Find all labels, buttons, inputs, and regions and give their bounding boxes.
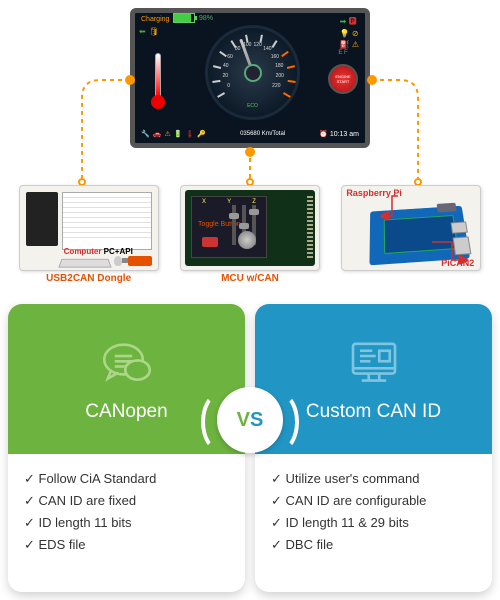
list-item: ID length 11 & 29 bits — [271, 512, 476, 534]
card-title-left: CANopen — [85, 401, 167, 423]
mcu-pins-icon — [307, 196, 313, 260]
pc-screen — [62, 192, 152, 250]
can-dashboard-display: Charging 98% ⬅🛢 ➡ 🅿 💡 ⊘ ⛽ ⚠ 020406080100… — [130, 8, 370, 148]
mouse-icon — [114, 256, 122, 266]
battery-icon — [173, 13, 195, 23]
card-custom-can: Custom CAN ID Utilize user's commandCAN … — [255, 304, 492, 592]
usb2can-dongle-icon — [128, 256, 152, 266]
list-item: EDS file — [24, 534, 229, 556]
clock: ⏰ 10:13 am — [319, 130, 359, 138]
card-title-right: Custom CAN ID — [306, 401, 441, 423]
mcu-label: MCU w/CAN — [221, 273, 279, 284]
list-item: CAN ID are configurable — [271, 490, 476, 512]
odometer: 035680 Km/Total — [240, 131, 285, 137]
monitor-icon — [346, 335, 402, 391]
connector-dot — [245, 147, 255, 157]
warning-icons-row: 🔧🚗⚠ 🔋🌡🔑 — [141, 130, 206, 138]
eco-label: ECO — [247, 103, 258, 109]
engine-start-button: ENGINE START — [328, 64, 358, 94]
canopen-features-list: Follow CiA StandardCAN ID are fixedID le… — [24, 468, 229, 556]
mcu-board: XYZ Toggle Button — [185, 190, 315, 266]
pc-label-dongle: USB2CAN Dongle — [46, 273, 131, 284]
list-item: DBC file — [271, 534, 476, 556]
connector-dot — [125, 75, 135, 85]
connector-dot — [367, 75, 377, 85]
mcu-knob-icon — [238, 231, 256, 249]
keyboard-icon — [58, 259, 111, 268]
battery-percent: 98% — [199, 15, 213, 22]
thermometer-icon — [155, 53, 165, 109]
mcu-button-icon — [202, 237, 218, 247]
indicator-icons-right: ➡ 🅿 💡 ⊘ ⛽ ⚠ — [340, 16, 359, 49]
pc-label-api: PC+API — [104, 247, 133, 256]
speedometer-gauge: 020406080100120140160180200220 ECO — [205, 25, 300, 120]
device-mcu: XYZ Toggle Button MCU w/CAN — [175, 185, 325, 295]
device-rpi: Raspberry Pi PiCAN2 — [336, 185, 486, 295]
list-item: Utilize user's command — [271, 468, 476, 490]
indicator-icons-left: ⬅🛢 — [139, 27, 159, 36]
chat-icon — [99, 335, 155, 391]
devices-row: Computer PC+API USB2CAN Dongle XYZ Toggl… — [0, 185, 500, 295]
list-item: ID length 11 bits — [24, 512, 229, 534]
fuel-gauge: E F — [325, 50, 361, 56]
list-item: Follow CiA Standard — [24, 468, 229, 490]
device-pc: Computer PC+API USB2CAN Dongle — [14, 185, 164, 295]
rpi-label-bottom: PiCAN2 — [441, 258, 474, 268]
list-item: CAN ID are fixed — [24, 490, 229, 512]
architecture-diagram: Charging 98% ⬅🛢 ➡ 🅿 💡 ⊘ ⛽ ⚠ 020406080100… — [0, 0, 500, 300]
card-canopen: CANopen Follow CiA StandardCAN ID are fi… — [8, 304, 245, 592]
charging-label: Charging — [141, 16, 169, 23]
pc-label-computer: Computer — [64, 247, 102, 256]
pc-tower-icon — [26, 192, 58, 246]
comparison-section: CANopen Follow CiA StandardCAN ID are fi… — [8, 304, 492, 592]
custom-can-features-list: Utilize user's commandCAN ID are configu… — [271, 468, 476, 556]
vs-badge: VS — [217, 387, 283, 453]
